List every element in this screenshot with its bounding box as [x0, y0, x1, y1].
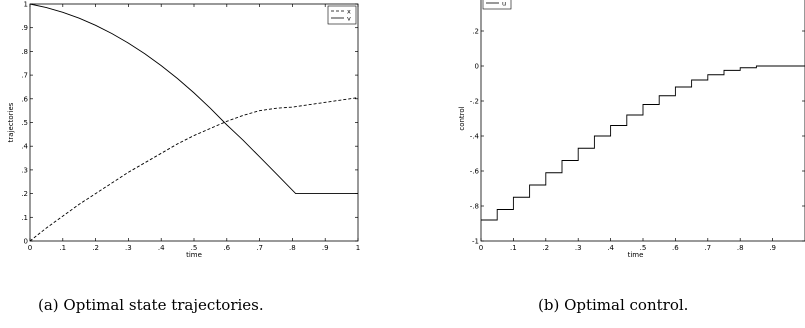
x-tick-label: .6: [223, 244, 230, 252]
y-tick-label: 0: [475, 63, 479, 71]
caption-a: (a) Optimal state trajectories.: [38, 296, 264, 314]
caption-b: (b) Optimal control.: [538, 296, 689, 314]
chart-b: 0 .1 .2 .3 .4 .5 .6 .7 .8 .9 -1 -.8 -.6 -.4 -.2 0 .2 .4 ti…: [458, 0, 805, 259]
series-line-v: [29, 3, 358, 195]
y-tick-label: .8: [21, 48, 28, 56]
y-tick-label: .9: [21, 24, 28, 32]
legend-box: [482, 0, 512, 10]
y-tick-label: -.2: [470, 98, 479, 106]
y-tick-label: 1: [24, 1, 28, 9]
y-tick-label: .2: [21, 190, 28, 198]
x-axis-label: time: [628, 251, 644, 259]
legend-label-x: x: [347, 7, 351, 15]
x-tick-label: .6: [672, 244, 679, 252]
y-axis-label: trajectories: [7, 102, 15, 142]
y-tick-label: .7: [21, 72, 28, 80]
x-tick-label: .5: [191, 244, 198, 252]
x-tick-label: .5: [640, 244, 647, 252]
axes-frame: [480, 0, 805, 242]
axes-frame: [29, 3, 359, 242]
x-tick-label: 1: [356, 244, 360, 252]
series-line-u: [481, 65, 805, 221]
y-tick-label: .3: [21, 166, 28, 174]
x-tick-label: .9: [322, 244, 329, 252]
y-tick-label: -.4: [470, 133, 480, 141]
y-tick-label: .4: [472, 0, 479, 1]
y-tick-label: .2: [472, 28, 479, 36]
x-tick-label: 0: [479, 244, 483, 252]
y-tick-label: .1: [21, 214, 28, 222]
legend: xv: [327, 5, 357, 25]
y-tick-label: .4: [21, 143, 28, 151]
legend-label-v: v: [347, 14, 351, 22]
x-tick-label: .4: [607, 244, 614, 252]
x-tick-label: .3: [125, 244, 132, 252]
legend-label-u: u: [502, 0, 506, 7]
x-tick-label: .7: [256, 244, 263, 252]
x-tick-label: .2: [92, 244, 99, 252]
x-axis-label: time: [186, 251, 202, 259]
y-axis-label: control: [458, 106, 466, 130]
x-tick-label: .3: [575, 244, 582, 252]
x-tick-label: .2: [542, 244, 549, 252]
legend: u: [482, 0, 512, 10]
x-tick-label: .9: [769, 244, 776, 252]
x-tick-label: .4: [158, 244, 165, 252]
x-tick-label: .7: [704, 244, 711, 252]
x-tick-label: 0: [28, 244, 32, 252]
y-tick-label: 0: [24, 238, 28, 246]
y-tick-label: -.6: [470, 168, 480, 176]
x-tick-label: .1: [510, 244, 517, 252]
legend-box: [327, 5, 357, 25]
x-tick-label: .1: [59, 244, 66, 252]
y-tick-label: .5: [21, 119, 28, 127]
x-tick-label: .8: [289, 244, 296, 252]
y-tick-label: -1: [472, 238, 479, 246]
chart-a: 0 .1 .2 .3 .4 .5 .6 .7 .8 .9 1 0 .1 .2 .3 .4 .5 .6 .7 .8 .9 1…: [7, 1, 360, 260]
y-tick-label: .6: [21, 95, 28, 103]
x-tick-label: .8: [737, 244, 744, 252]
y-tick-label: -.8: [470, 203, 479, 211]
series-line-x: [29, 97, 359, 242]
